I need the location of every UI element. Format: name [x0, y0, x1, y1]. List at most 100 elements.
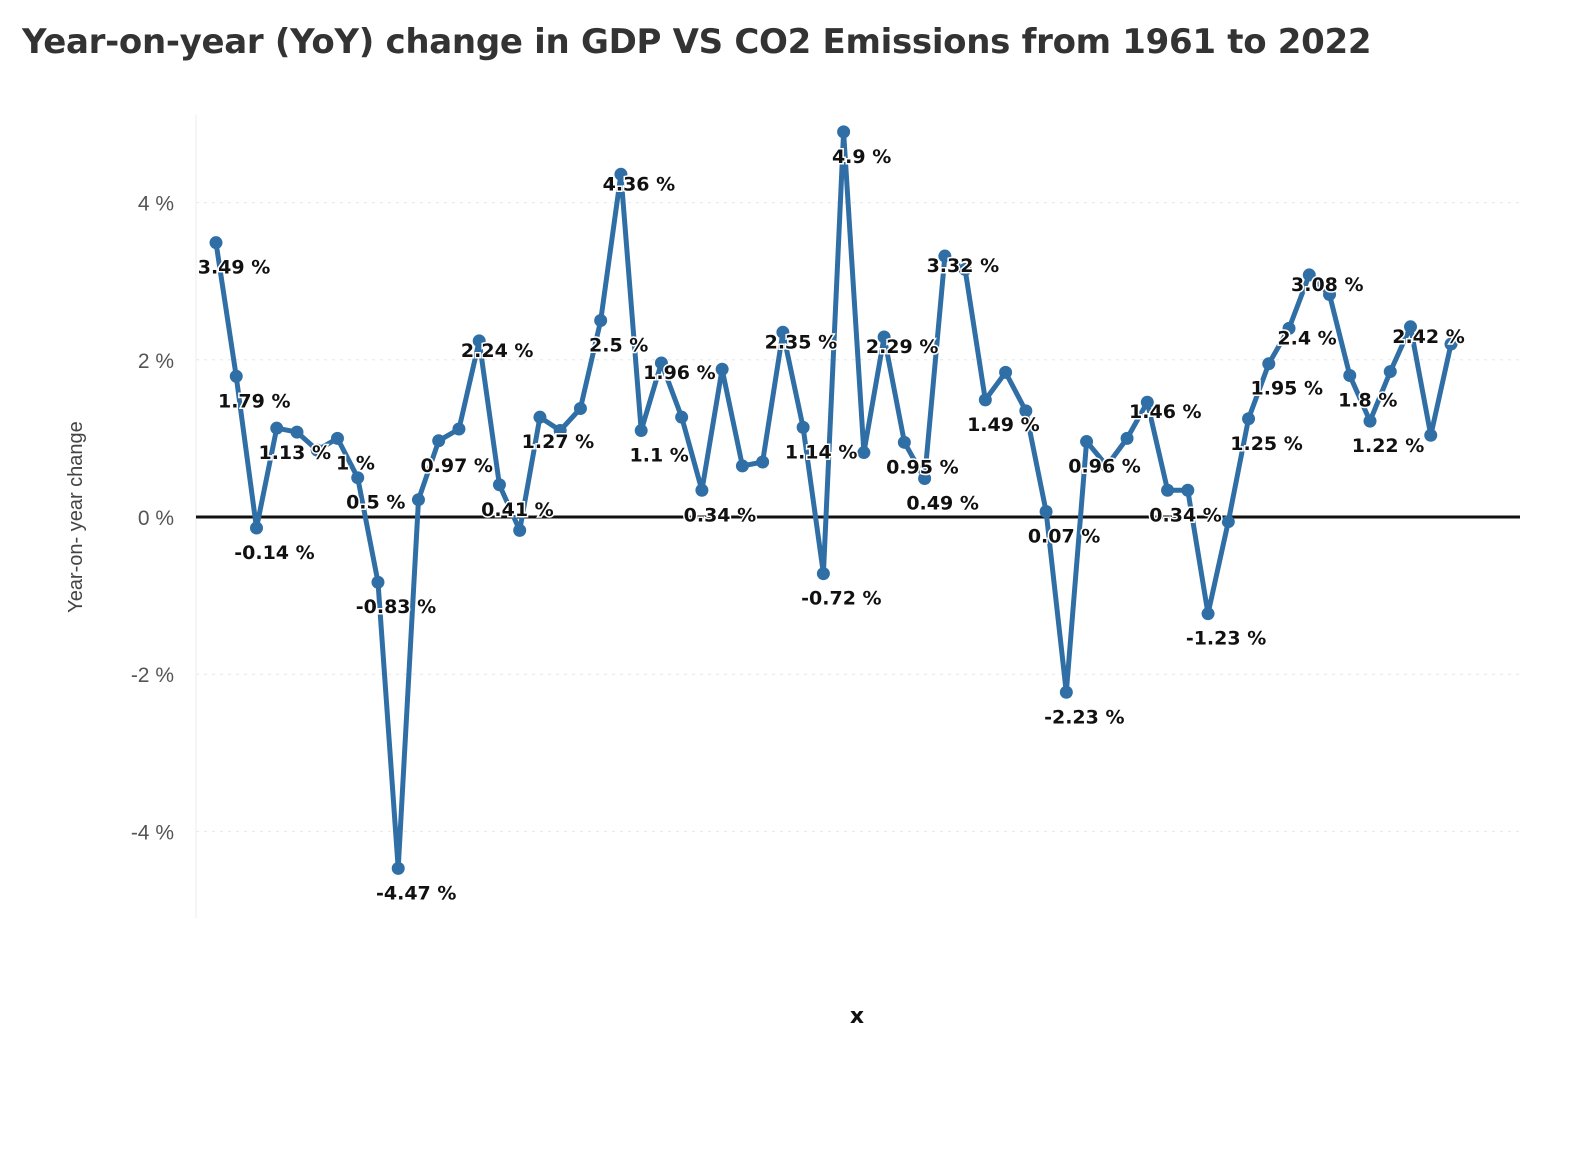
data-label: 4.36 % — [603, 173, 676, 195]
data-label: 3.08 % — [1291, 274, 1364, 296]
data-point — [492, 478, 506, 492]
data-point — [513, 523, 527, 537]
data-label: 3.32 % — [927, 255, 1000, 277]
data-point — [837, 125, 851, 139]
data-label: 0.5 % — [346, 492, 405, 514]
data-label: -0.72 % — [801, 588, 881, 610]
data-label: -4.47 % — [376, 882, 456, 904]
data-point — [1282, 321, 1296, 335]
data-label: 1.95 % — [1251, 378, 1324, 400]
data-point — [634, 424, 648, 438]
data-point — [1424, 428, 1438, 442]
y-tick-label: -4 % — [131, 821, 174, 844]
data-point — [1221, 515, 1235, 529]
data-point — [1161, 483, 1175, 497]
data-point — [756, 455, 770, 469]
data-point — [1181, 483, 1195, 497]
data-point — [796, 420, 810, 434]
data-point — [938, 249, 952, 263]
chart-title: Year-on-year (YoY) change in GDP VS CO2 … — [22, 22, 1372, 62]
data-label: 1 % — [336, 452, 375, 474]
data-point — [1039, 504, 1053, 518]
data-label: 1.1 % — [630, 445, 689, 467]
data-point — [1302, 268, 1316, 282]
data-label: 1.22 % — [1352, 435, 1425, 457]
data-label: 1.49 % — [967, 414, 1040, 436]
data-label: 0.49 % — [906, 492, 979, 514]
y-tick-label: 2 % — [138, 350, 174, 373]
data-point — [695, 483, 709, 497]
data-point — [432, 434, 446, 448]
data-point — [735, 459, 749, 473]
data-label: -0.83 % — [356, 596, 436, 618]
data-label: 0.41 % — [481, 499, 554, 521]
data-point — [1080, 435, 1094, 449]
data-point — [675, 410, 689, 424]
data-point — [330, 431, 344, 445]
data-point — [857, 446, 871, 460]
data-point — [310, 443, 324, 457]
data-point — [958, 262, 972, 276]
data-label: -1.23 % — [1186, 628, 1266, 650]
data-point — [1262, 357, 1276, 371]
data-label: 1.25 % — [1230, 433, 1303, 455]
data-label: 0.96 % — [1068, 456, 1141, 478]
data-label: 0.07 % — [1028, 525, 1101, 547]
data-point — [290, 425, 304, 439]
data-point — [816, 567, 830, 581]
data-point — [1242, 412, 1256, 426]
data-point — [1120, 431, 1134, 445]
data-point — [371, 575, 385, 589]
data-point — [391, 861, 405, 875]
data-point — [715, 362, 729, 376]
y-tick-label: 0 % — [138, 507, 174, 530]
data-label: 1.96 % — [643, 362, 716, 384]
data-point — [1019, 404, 1033, 418]
data-label: 4.9 % — [832, 146, 891, 168]
data-point — [1343, 369, 1357, 383]
data-label: 1.79 % — [218, 390, 291, 412]
data-label: 0.34 % — [684, 504, 757, 526]
data-point — [1100, 459, 1114, 473]
data-label: 1.46 % — [1129, 401, 1202, 423]
data-label: 2.24 % — [461, 340, 534, 362]
data-point — [270, 421, 284, 435]
data-points — [209, 125, 1458, 875]
x-axis-title: x — [850, 1004, 864, 1029]
data-point — [553, 424, 567, 438]
data-point — [1363, 414, 1377, 428]
data-point — [877, 330, 891, 344]
data-label: 2.5 % — [589, 335, 648, 357]
data-label: 2.35 % — [765, 331, 838, 353]
data-point — [776, 325, 790, 339]
y-axis-ticks: 4 % 2 % 0 % -2 % -4 % — [131, 193, 174, 845]
data-label: 0.97 % — [420, 455, 493, 477]
data-point — [533, 410, 547, 424]
data-point — [978, 393, 992, 407]
data-point — [472, 334, 486, 348]
data-point — [918, 471, 932, 485]
data-label: 0.95 % — [886, 456, 959, 478]
data-point — [573, 402, 587, 416]
data-point — [249, 521, 263, 535]
data-point — [1444, 337, 1458, 351]
data-point — [1383, 365, 1397, 379]
data-point — [209, 236, 223, 250]
data-point — [1201, 607, 1215, 621]
data-point — [1323, 288, 1337, 302]
data-point — [1140, 395, 1154, 409]
data-point — [594, 314, 608, 327]
data-labels: 3.49 % 1.79 % -0.14 % 1.13 % 1 % 0.5 % -0.83 %… — [196, 144, 1466, 905]
data-label: 1.8 % — [1338, 390, 1397, 412]
data-point — [452, 422, 466, 436]
y-tick-label: 4 % — [138, 193, 174, 216]
y-axis-title: Year-on- year change — [65, 421, 87, 613]
data-point — [999, 365, 1013, 379]
data-label: -0.14 % — [234, 542, 314, 564]
data-label: 1.27 % — [522, 431, 595, 453]
data-point — [654, 356, 668, 370]
data-point — [229, 369, 243, 383]
data-point — [614, 167, 628, 181]
data-label: 1.14 % — [785, 441, 858, 463]
